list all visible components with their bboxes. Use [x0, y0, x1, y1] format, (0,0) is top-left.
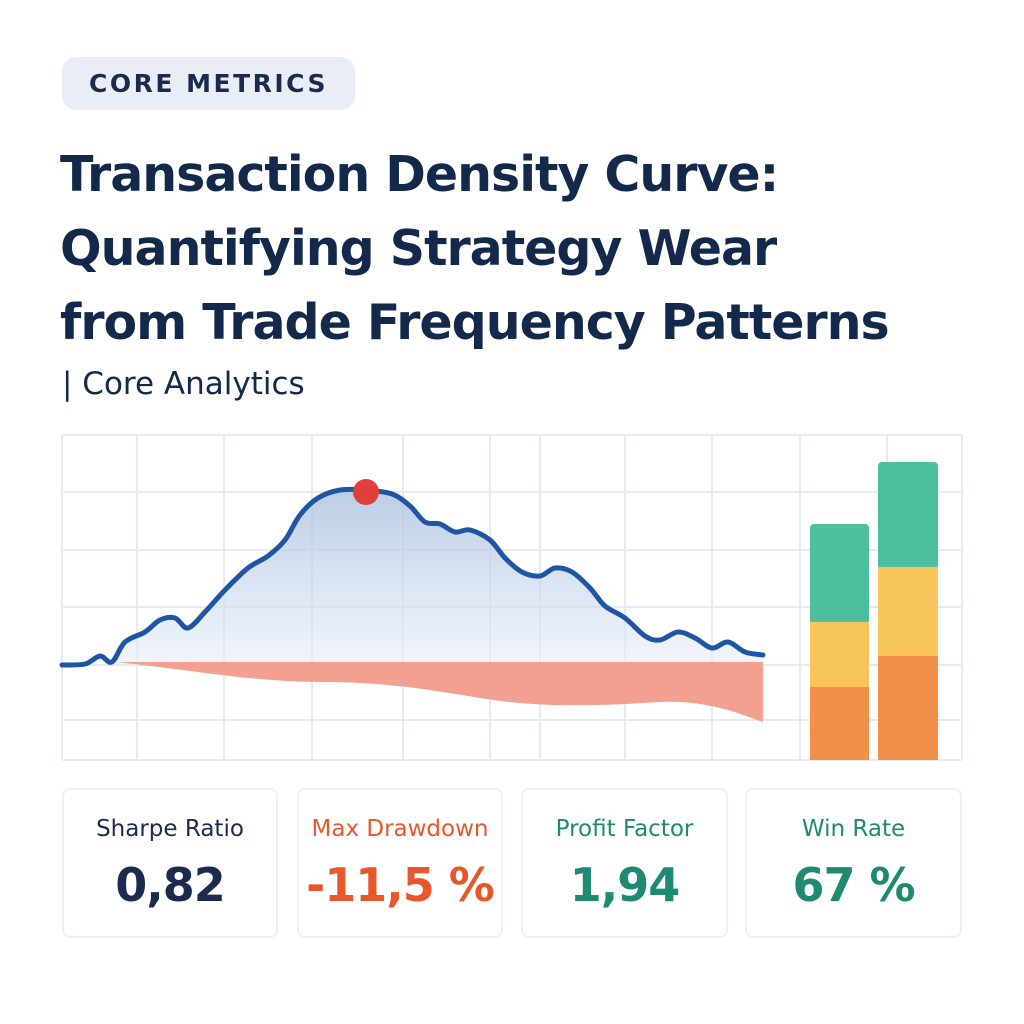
- metric-label: Win Rate: [801, 816, 906, 842]
- metric-card: Win Rate 67 %: [745, 788, 962, 938]
- density-area: [62, 489, 763, 666]
- bars: [810, 462, 938, 760]
- bar-segment: [810, 622, 869, 688]
- metric-card: Profit Factor 1,94: [521, 788, 728, 938]
- bar-segment: [810, 524, 869, 624]
- metric-value: -11,5 %: [306, 858, 495, 912]
- title-line: Quantifying Strategy Wear: [60, 220, 777, 277]
- title-line: Transaction Density Curve:: [60, 146, 779, 203]
- peak-marker: [353, 479, 379, 505]
- bar-segment: [878, 462, 938, 569]
- metric-value: 1,94: [569, 858, 681, 912]
- bar-segment: [878, 656, 938, 760]
- drawdown-area: [115, 662, 763, 722]
- bar-segment: [878, 567, 938, 657]
- metric-card: Max Drawdown -11,5 %: [297, 788, 503, 938]
- metric-value: 0,82: [115, 858, 226, 912]
- metric-label: Sharpe Ratio: [96, 816, 244, 842]
- title: Transaction Density Curve: Quantifying S…: [60, 138, 1000, 360]
- title-line: from Trade Frequency Patterns: [60, 294, 890, 351]
- badge: CORE METRICS: [62, 57, 355, 110]
- density-curve: [59, 486, 766, 668]
- bar-segment: [810, 687, 869, 760]
- metric-label: Max Drawdown: [311, 816, 489, 842]
- metric-value: 67 %: [792, 858, 915, 912]
- subtitle: | Core Analytics: [62, 366, 305, 402]
- metric-card: Sharpe Ratio 0,82: [62, 788, 278, 938]
- metric-label: Profit Factor: [555, 816, 694, 842]
